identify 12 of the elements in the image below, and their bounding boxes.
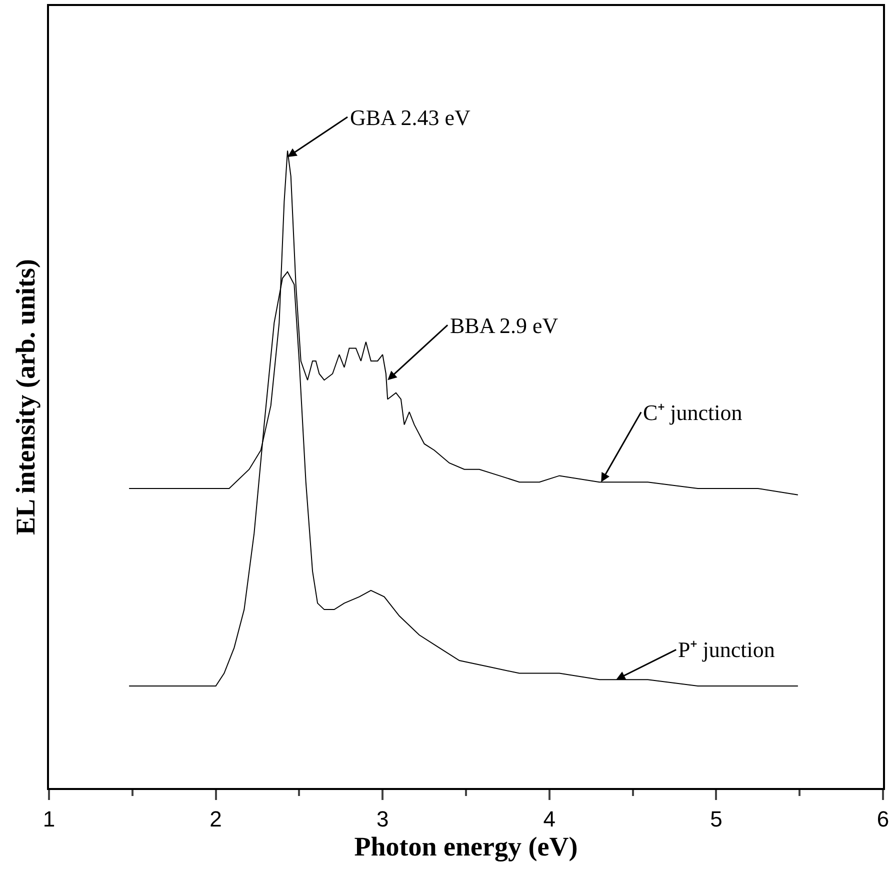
x-tick-label: 2 [210, 806, 222, 832]
x-tick-label: 5 [710, 806, 722, 832]
annotation: GBA 2.43 eV [350, 105, 470, 130]
x-axis-title: Photon energy (eV) [354, 831, 578, 862]
annotation: BBA 2.9 eV [450, 313, 558, 338]
x-tick-label: 1 [42, 806, 56, 832]
x-tick-label: 6 [876, 806, 890, 832]
annotation: P⁺ junction [678, 637, 775, 662]
x-tick-label: 4 [543, 806, 556, 832]
y-axis-title: EL intensity (arb. units) [10, 258, 41, 536]
x-tick-label: 3 [376, 806, 389, 832]
annotation: C⁺ junction [643, 400, 742, 425]
